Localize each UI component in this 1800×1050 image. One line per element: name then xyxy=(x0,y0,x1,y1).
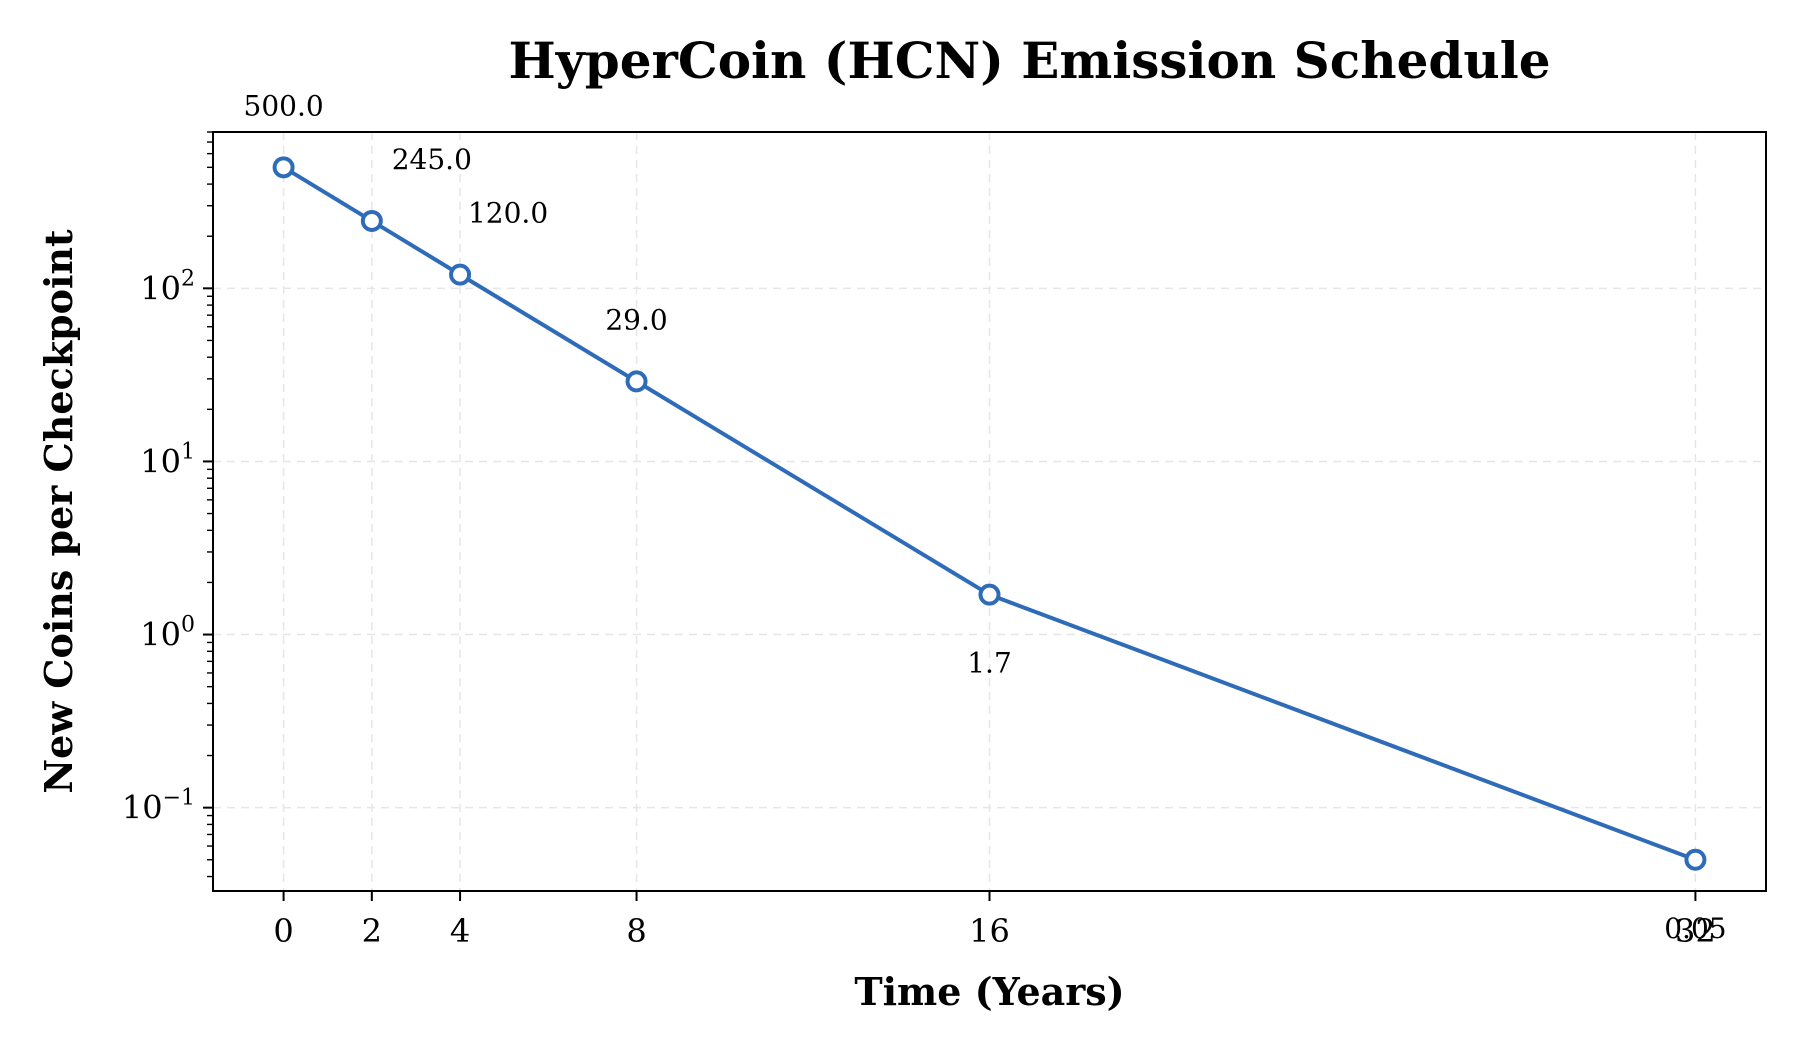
data-labels: 500.0 245.0 120.0 29.0 1.7 0.05 xyxy=(244,89,1727,944)
data-point xyxy=(272,156,295,179)
x-tick-label: 8 xyxy=(626,912,646,950)
plot-area-frame xyxy=(212,131,1767,892)
data-label: 29.0 xyxy=(605,303,667,336)
x-axis-label: Time (Years) xyxy=(854,969,1124,1014)
data-label: 0.05 xyxy=(1664,912,1726,945)
data-point xyxy=(625,370,648,393)
series-line xyxy=(282,165,1697,862)
chart-title: HyperCoin (HCN) Emission Schedule xyxy=(508,31,1550,90)
data-point xyxy=(978,583,1001,606)
axis-ticks: 0 2 4 8 16 32 102 101 100 10−1 xyxy=(122,266,1716,950)
data-point xyxy=(449,263,472,286)
y-tick-label: 100 xyxy=(140,613,195,654)
y-tick-label: 101 xyxy=(140,439,195,480)
data-label: 500.0 xyxy=(244,89,324,122)
y-axis-label: New Coins per Checkpoint xyxy=(36,229,81,794)
data-label: 1.7 xyxy=(967,647,1012,680)
y-tick-label: 102 xyxy=(140,266,195,307)
x-tick-label: 16 xyxy=(969,912,1010,950)
y-tick-label: 10−1 xyxy=(122,786,195,827)
x-tick-label: 0 xyxy=(273,912,293,950)
data-label: 245.0 xyxy=(392,143,472,176)
grid xyxy=(213,132,1766,891)
x-tick-label: 32 xyxy=(1675,912,1716,950)
x-tick-label: 4 xyxy=(450,912,470,950)
data-label: 120.0 xyxy=(468,197,548,230)
data-point xyxy=(360,209,383,232)
data-point xyxy=(1684,848,1707,871)
x-tick-label: 2 xyxy=(362,912,382,950)
series-layer xyxy=(272,156,1707,871)
